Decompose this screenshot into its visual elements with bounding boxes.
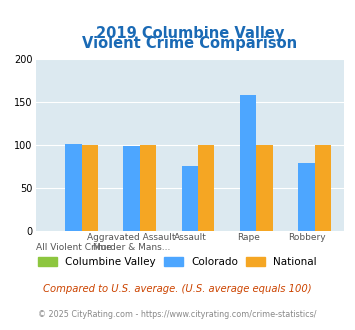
Bar: [315, 145, 331, 231]
Bar: [256, 145, 273, 231]
Text: © 2025 CityRating.com - https://www.cityrating.com/crime-statistics/: © 2025 CityRating.com - https://www.city…: [38, 310, 317, 319]
Text: 2019 Columbine Valley: 2019 Columbine Valley: [96, 26, 284, 41]
Text: Compared to U.S. average. (U.S. average equals 100): Compared to U.S. average. (U.S. average …: [43, 284, 312, 294]
Bar: [198, 145, 214, 231]
Bar: [182, 166, 198, 231]
Text: Assault: Assault: [174, 233, 206, 242]
Bar: [140, 145, 156, 231]
Bar: [298, 163, 315, 231]
Bar: [65, 144, 82, 231]
Bar: [82, 145, 98, 231]
Legend: Columbine Valley, Colorado, National: Columbine Valley, Colorado, National: [34, 253, 321, 271]
Text: Rape: Rape: [237, 233, 260, 242]
Text: All Violent Crime: All Violent Crime: [36, 243, 111, 251]
Text: Murder & Mans...: Murder & Mans...: [93, 243, 170, 251]
Bar: [124, 146, 140, 231]
Text: Aggravated Assault: Aggravated Assault: [87, 233, 176, 242]
Text: Violent Crime Comparison: Violent Crime Comparison: [82, 36, 297, 51]
Bar: [240, 95, 256, 231]
Text: Robbery: Robbery: [288, 233, 325, 242]
